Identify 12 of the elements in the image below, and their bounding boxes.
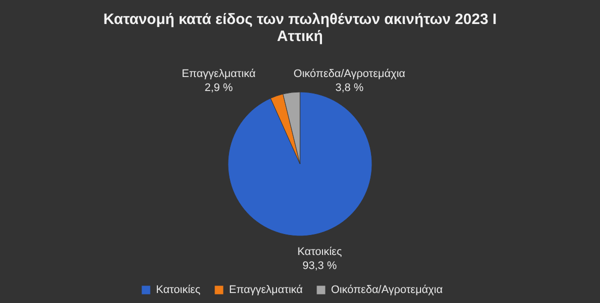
data-label: 2,9 % <box>204 82 233 94</box>
legend-label: Κατοικίες <box>156 284 200 296</box>
legend-label: Οικόπεδα/Αγροτεμάχια <box>331 284 444 296</box>
slice-label: Κατοικίες <box>297 246 342 258</box>
data-label: 93,3 % <box>302 260 337 272</box>
pie-slice <box>228 92 372 236</box>
slice-label: Οικόπεδα/Αγροτεμάχια <box>294 68 406 80</box>
slice-label: Επαγγελματικά <box>182 68 256 80</box>
data-label: 3,8 % <box>335 82 364 94</box>
text: Κατανομή κατά είδος των πωληθέντων ακινήτων 2023 Ι <box>103 11 497 28</box>
text: Αττική <box>277 28 323 45</box>
legend-label: Επαγγελματικά <box>229 284 304 296</box>
